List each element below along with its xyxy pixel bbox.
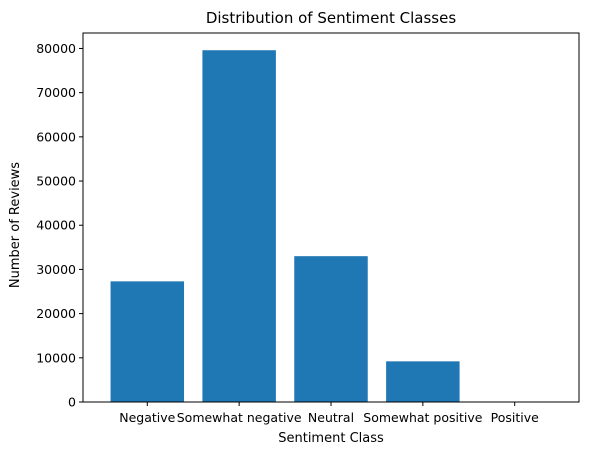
x-tick-label: Negative: [119, 410, 175, 425]
y-tick-label: 80000: [36, 41, 76, 56]
plot-frame: [82, 32, 580, 403]
x-tick-label: Somewhat positive: [363, 410, 482, 425]
y-tick-label: 60000: [36, 129, 76, 144]
y-axis-ticks: 0 10000 20000 30000 40000 50000 60000 70000 8000…: [36, 41, 83, 410]
y-tick-label: 40000: [36, 218, 76, 233]
y-tick-label: 30000: [36, 262, 76, 277]
bar-negative: [110, 281, 185, 402]
y-tick-label: 20000: [36, 306, 76, 321]
x-axis-ticks: Negative Somewhat negative Neutral Somewhat…: [119, 402, 539, 425]
y-tick-label: 10000: [36, 350, 76, 365]
bar-group: [110, 50, 460, 402]
chart-title: Distribution of Sentiment Classes: [206, 9, 456, 27]
bar-somewhat-positive: [386, 361, 460, 402]
x-tick-label: Somewhat negative: [177, 410, 302, 425]
y-tick-label: 50000: [36, 174, 76, 189]
y-tick-label: 0: [68, 395, 76, 410]
y-axis-label: Number of Reviews: [8, 162, 23, 288]
x-axis-label: Sentiment Class: [278, 431, 384, 446]
y-tick-label: 70000: [36, 85, 76, 100]
bar-somewhat-negative: [202, 50, 276, 402]
x-tick-label: Positive: [491, 410, 539, 425]
bar-neutral: [294, 256, 368, 402]
x-tick-label: Neutral: [308, 410, 354, 425]
